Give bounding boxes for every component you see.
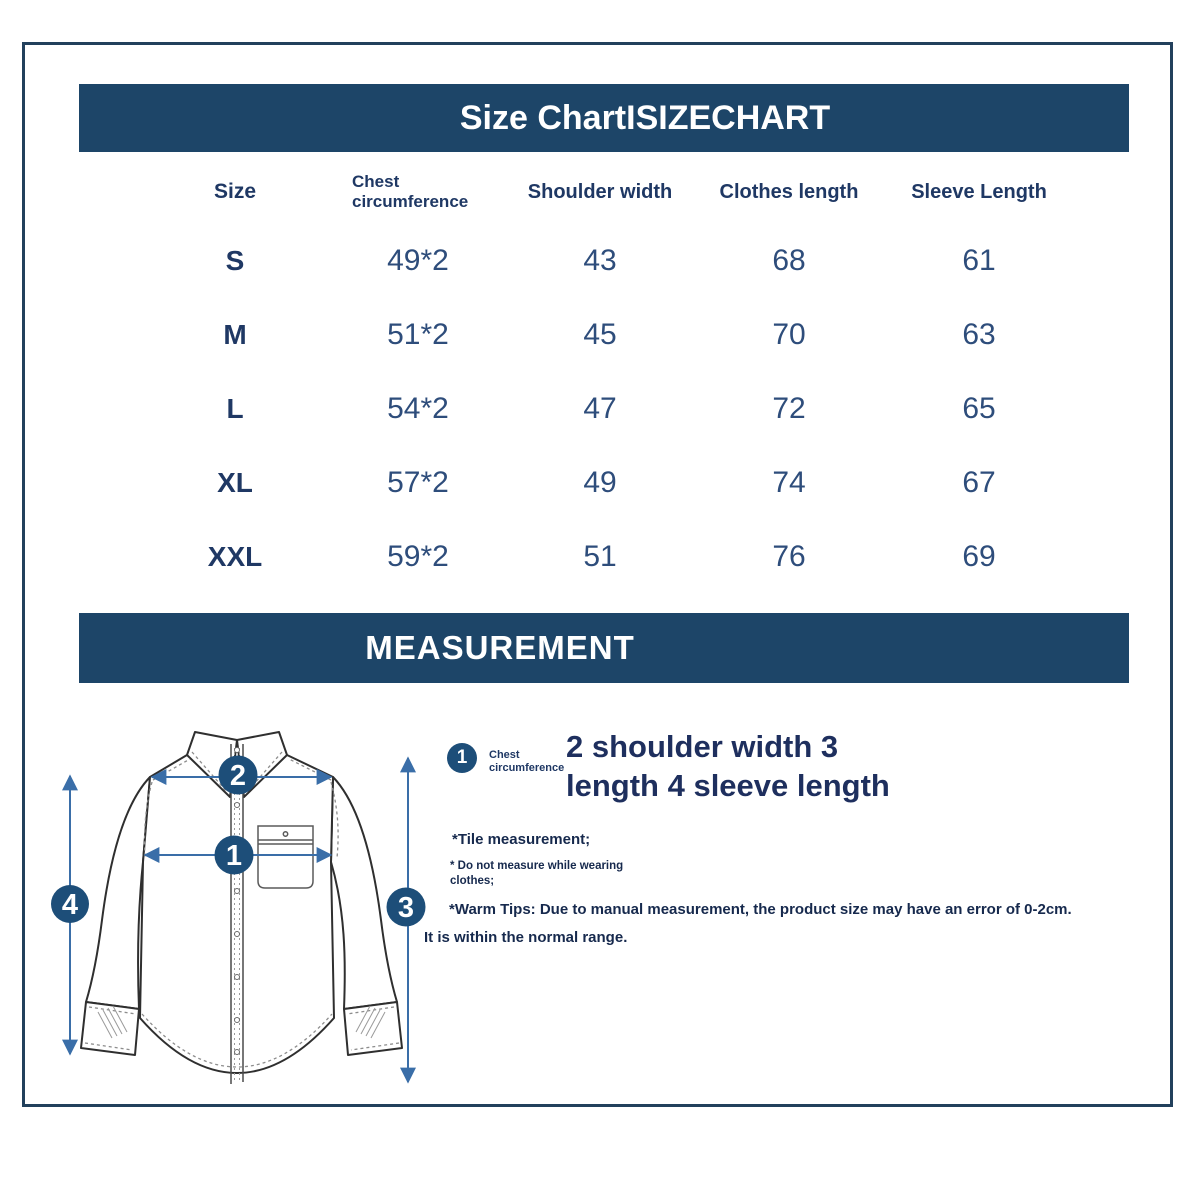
chest-cell: 54*2	[387, 392, 449, 425]
note-do-not-measure: * Do not measure while wearing clothes;	[450, 860, 624, 887]
marker-number-sleeve-length: 4	[62, 889, 78, 921]
note-normal-range: It is within the normal range.	[424, 929, 628, 946]
note-warm-tips: *Warm Tips: Due to manual measurement, t…	[449, 901, 1072, 918]
size-chart-banner: Size ChartISIZECHART	[79, 84, 1129, 152]
sleeve-length-cell: 61	[962, 244, 996, 277]
chest-cell: 57*2	[387, 466, 449, 499]
size-cell: L	[226, 393, 244, 424]
marker-circle-shoulder	[218, 755, 258, 795]
size-chart-title: Size ChartISIZECHART	[459, 98, 831, 137]
column-header-clothes-length: Clothes length	[719, 180, 859, 203]
marker-number-clothes-length: 3	[398, 892, 414, 924]
marker-number-shoulder: 2	[230, 760, 246, 792]
marker-circle-chest	[214, 835, 254, 875]
legend-marker-label: Chest circumference	[489, 749, 565, 774]
shoulder-cell: 49	[583, 466, 617, 499]
column-header-shoulder: Shoulder width	[527, 180, 673, 203]
size-cell: M	[223, 319, 247, 350]
clothes-length-cell: 68	[772, 244, 806, 277]
legend-marker-circle: 1	[447, 743, 477, 773]
sleeve-length-cell: 63	[962, 318, 996, 351]
size-table: Size Chest circumference Shoulder width …	[150, 160, 1064, 594]
legend-marker-number: 1	[456, 747, 468, 768]
size-cell: XL	[217, 467, 253, 498]
chest-cell: 59*2	[387, 540, 449, 573]
measurement-heading: 2 shoulder width 3 length 4 sleeve lengt…	[566, 729, 890, 803]
note-tile-measurement: *Tile measurement;	[452, 831, 591, 848]
size-cell: XXL	[207, 541, 263, 572]
sleeve-length-cell: 65	[962, 392, 996, 425]
clothes-length-cell: 70	[772, 318, 806, 351]
marker-circle-sleeve-length	[51, 885, 89, 923]
marker-circle-clothes-length	[386, 887, 426, 927]
shoulder-cell: 47	[583, 392, 617, 425]
chest-pocket	[257, 825, 314, 889]
column-header-sleeve-length: Sleeve Length	[911, 180, 1047, 203]
clothes-length-cell: 74	[772, 466, 806, 499]
sleeve-length-cell: 67	[962, 466, 996, 499]
measurement-banner: MEASUREMENT	[79, 613, 1129, 683]
clothes-length-cell: 72	[772, 392, 806, 425]
column-header-chest-label: Chest circumference	[352, 172, 469, 211]
shirt-measurement-diagram: 2 1 4 3	[51, 731, 426, 1084]
size-cell: S	[225, 245, 245, 276]
marker-circles	[51, 755, 426, 927]
page-border	[22, 42, 1173, 1107]
button-placket	[230, 744, 244, 1084]
marker-number-chest: 1	[226, 840, 242, 872]
clothes-length-cell: 76	[772, 540, 806, 573]
measurement-title: MEASUREMENT	[365, 629, 635, 666]
shoulder-cell: 51	[583, 540, 617, 573]
column-header-chest: Chest circumference	[320, 160, 516, 224]
sleeve-length-cell: 69	[962, 540, 996, 573]
shoulder-cell: 45	[583, 318, 617, 351]
column-header-size: Size	[213, 180, 257, 203]
chest-cell: 51*2	[387, 318, 449, 351]
shoulder-cell: 43	[583, 244, 617, 277]
chest-cell: 49*2	[387, 244, 449, 277]
placket-stitches	[234, 748, 240, 1080]
sleeve-hatching	[97, 1005, 386, 1039]
